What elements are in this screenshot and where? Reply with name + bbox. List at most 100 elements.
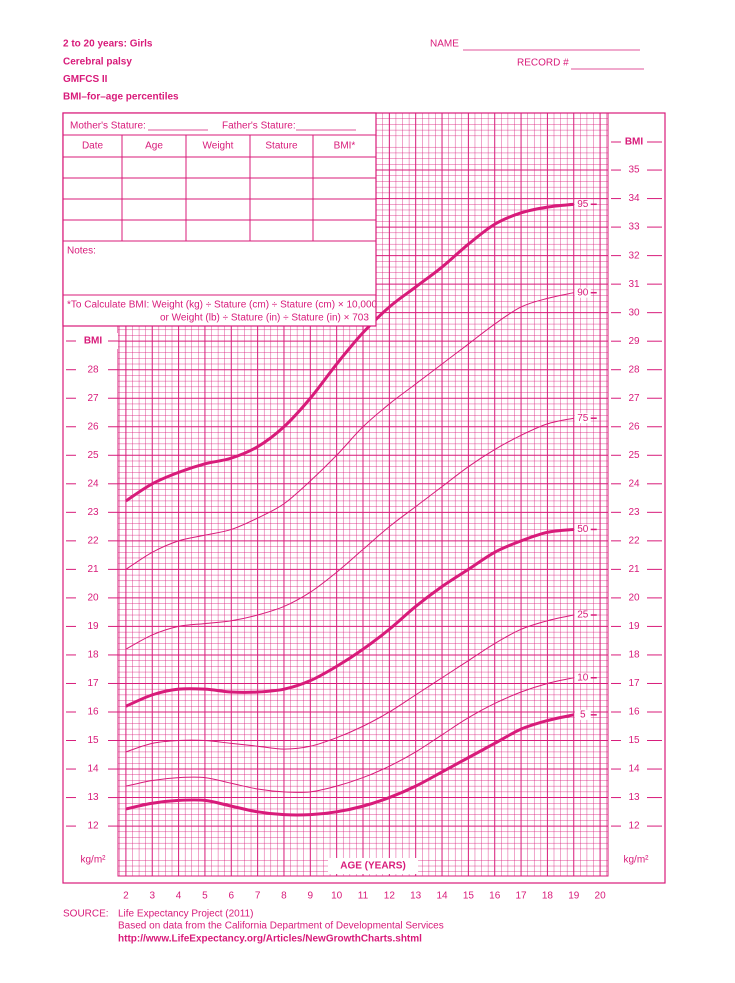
percentile-curve <box>125 677 574 793</box>
x-tick-label: 2 <box>123 891 129 902</box>
curves: 95 90 75 50 25 10 5 <box>125 199 597 817</box>
source-label: SOURCE: <box>63 909 109 920</box>
curve-label: 50 <box>577 524 589 535</box>
record-label: RECORD # <box>517 58 569 69</box>
curve-label: 95 <box>577 199 589 210</box>
y-tick-label: 19 <box>628 621 640 632</box>
y-tick-label: 13 <box>87 792 99 803</box>
y-tick-label: 21 <box>628 564 640 575</box>
curve-label-bg <box>574 524 591 535</box>
y-tick-label: 25 <box>87 450 99 461</box>
form-label: Mother's Stature: <box>70 121 146 132</box>
y-axis-title: BMI <box>625 137 644 148</box>
curve-label: 75 <box>577 413 589 424</box>
y-tick-label: 31 <box>628 279 640 290</box>
x-tick-label: 18 <box>542 891 554 902</box>
y-tick-label: 28 <box>628 364 640 375</box>
name-label: NAME <box>430 39 459 50</box>
column-header: Date <box>82 141 104 152</box>
percentile-curve <box>125 614 574 753</box>
x-tick-label: 6 <box>228 891 234 902</box>
form-label: Father's Stature: <box>222 121 296 132</box>
column-header: BMI* <box>334 141 356 152</box>
source-line: Based on data from the California Depart… <box>118 921 444 932</box>
percentile-curve <box>125 527 574 708</box>
percentile-curve <box>125 292 574 570</box>
x-axis-title: AGE (YEARS) <box>340 861 406 872</box>
x-tick-label: 7 <box>255 891 261 902</box>
notes-label: Notes: <box>67 246 96 257</box>
label-bg <box>72 333 118 349</box>
column-header: Stature <box>265 141 298 152</box>
x-tick-label: 20 <box>595 891 607 902</box>
percentile-curve <box>125 202 574 503</box>
x-tick-label: 17 <box>516 891 528 902</box>
y-tick-label: 20 <box>628 593 640 604</box>
y-tick-label: 23 <box>628 507 640 518</box>
curve-label-bg <box>574 287 591 298</box>
y-tick-label: 30 <box>628 307 640 318</box>
label-bg <box>328 858 418 874</box>
header-title: BMI–for–age percentiles <box>63 92 179 103</box>
y-tick-label: 20 <box>87 593 99 604</box>
y-tick-label: 12 <box>628 821 640 832</box>
y-tick-label: 33 <box>628 222 640 233</box>
percentile-curve <box>125 713 575 817</box>
percentile-curve <box>125 417 574 650</box>
y-tick-label: 18 <box>628 650 640 661</box>
y-tick-label: 27 <box>628 393 640 404</box>
y-tick-label: 18 <box>87 650 99 661</box>
x-tick-label: 15 <box>463 891 475 902</box>
y-tick-label: 24 <box>628 478 640 489</box>
x-tick-label: 10 <box>331 891 343 902</box>
y-tick-label: 26 <box>87 421 99 432</box>
y-tick-label: 19 <box>87 621 99 632</box>
y-tick-label: 27 <box>87 393 99 404</box>
curve-label: 10 <box>577 672 589 683</box>
y-tick-label: 17 <box>87 678 99 689</box>
y-tick-label: 26 <box>628 421 640 432</box>
y-tick-label: 32 <box>628 250 640 261</box>
y-tick-label: 23 <box>87 507 99 518</box>
source-line: Life Expectancy Project (2011) <box>118 909 253 920</box>
y-axis-title: BMI <box>84 336 103 347</box>
y-tick-label: 35 <box>628 165 640 176</box>
curve-label-bg <box>574 709 591 720</box>
x-tick-label: 4 <box>176 891 182 902</box>
x-tick-label: 14 <box>436 891 448 902</box>
curve-label-bg <box>574 610 591 621</box>
x-tick-label: 16 <box>489 891 501 902</box>
curve-label: 90 <box>577 287 589 298</box>
x-tick-label: 13 <box>410 891 422 902</box>
source-url: http://www.LifeExpectancy.org/Articles/N… <box>118 934 422 945</box>
y-tick-label: 21 <box>87 564 99 575</box>
curve-label: 5 <box>580 709 586 720</box>
header-title: Cerebral palsy <box>63 56 132 67</box>
x-tick-label: 5 <box>202 891 208 902</box>
x-tick-label: 19 <box>568 891 580 902</box>
header-title: 2 to 20 years: Girls <box>63 39 153 50</box>
y-tick-label: 34 <box>628 193 640 204</box>
formula: or Weight (lb) ÷ Stature (in) ÷ Stature … <box>160 313 369 324</box>
y-tick-label: 14 <box>628 764 640 775</box>
y-tick-label: 29 <box>628 336 640 347</box>
y-tick-label: 13 <box>628 792 640 803</box>
x-tick-label: 8 <box>281 891 287 902</box>
overlay: BMI BMI kg/m² kg/m² AGE (YEARS) Mother's Stat… <box>62 112 662 874</box>
x-tick-label: 12 <box>384 891 396 902</box>
column-header: Weight <box>203 141 234 152</box>
curve-label-bg <box>574 199 591 210</box>
y-tick-label: 17 <box>628 678 640 689</box>
y-tick-label: 25 <box>628 450 640 461</box>
unit-label: kg/m² <box>624 855 650 866</box>
column-header: Age <box>145 141 163 152</box>
y-tick-label: 28 <box>87 364 99 375</box>
curve-label-bg <box>574 413 591 424</box>
x-tick-label: 9 <box>308 891 314 902</box>
header-title: GMFCS II <box>63 74 108 85</box>
y-tick-label: 16 <box>87 707 99 718</box>
curve-label-bg <box>574 672 591 683</box>
y-tick-label: 22 <box>628 535 640 546</box>
curve-label: 25 <box>577 610 589 621</box>
